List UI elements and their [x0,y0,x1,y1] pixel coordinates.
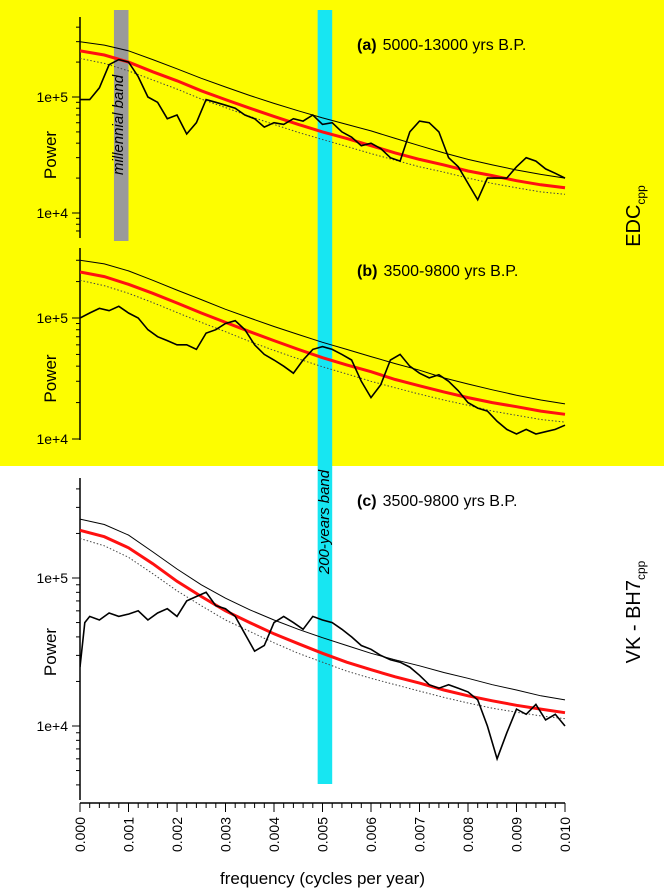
y-tick-label-b: 1e+5 [36,310,68,326]
series-lower-c [80,538,566,720]
x-tick-label: 0.010 [557,817,573,852]
panel-title-b: (b) 3500-9800 yrs B.P. [357,263,518,280]
y-tick-label-c: 1e+4 [36,718,68,734]
panel-tag-b: (b) [357,263,377,280]
group-label-bottom-sub: cpp [634,560,648,580]
series-upper-b [80,259,566,405]
group-label-top-main: EDC [623,205,645,247]
panel-c: 1e+5 1e+4 Power (c) 3500-9800 yrs B.P. [36,478,566,800]
y-tick-label-c: 1e+5 [36,570,68,586]
x-tick-label: 0.002 [169,817,185,852]
x-tick-label: 0.004 [266,817,282,852]
group-label-bottom-main: VK - BH7 [623,580,645,663]
series-spectrum-a [80,58,566,202]
panel-tag-a: (a) [357,37,377,54]
panel-title-c: (c) 3500-9800 yrs B.P. [357,493,517,510]
panel-title-text-c: 3500-9800 yrs B.P. [383,493,518,510]
y-tick-label-b: 1e+4 [36,431,68,447]
group-label-top-sub: cpp [634,185,648,205]
y-axis-title-b: Power [41,354,60,403]
panel-b: 1e+5 1e+4 Power (b) 3500-9800 yrs B.P. [36,248,566,447]
panel-title-text-b: 3500-9800 yrs B.P. [383,263,518,280]
panel-a: 1e+5 1e+4 Power (a) 5000-13000 yrs B.P. [36,17,566,238]
200-years-band-label: 200-years band [316,469,333,575]
series-mean-a [80,49,566,190]
x-tick-label: 0.000 [72,817,88,852]
series-lower-b [80,279,566,423]
series-mean-b [80,270,566,416]
x-tick-label: 0.006 [363,817,379,852]
x-tick-label: 0.008 [460,817,476,852]
y-axis-title-c: Power [41,628,60,677]
x-tick-label: 0.005 [315,817,331,852]
x-tick-label: 0.007 [412,817,428,852]
y-tick-label-a: 1e+4 [36,205,68,221]
x-tick-label: 0.009 [509,817,525,852]
millennial-band-label: millennial band [110,74,127,175]
x-tick-label: 0.001 [121,817,137,852]
series-lower-a [80,57,566,195]
panel-title-a: (a) 5000-13000 yrs B.P. [357,37,526,54]
panel-tag-c: (c) [357,493,377,510]
series-spectrum-c [80,591,566,762]
group-label-bottom: VK - BH7cpp [623,560,648,663]
group-label-top: EDCcpp [623,185,648,247]
y-tick-label-a: 1e+5 [36,89,68,105]
series-upper-a [80,41,566,179]
panel-title-text-a: 5000-13000 yrs B.P. [383,37,527,54]
series-mean-c [80,528,566,715]
200-years-band [317,10,333,784]
y-axis-title-a: Power [41,131,60,180]
series-spectrum-b [80,305,566,435]
series-upper-c [80,518,566,701]
x-tick-label: 0.003 [218,817,234,852]
x-axis-title: frequency (cycles per year) [220,869,425,888]
